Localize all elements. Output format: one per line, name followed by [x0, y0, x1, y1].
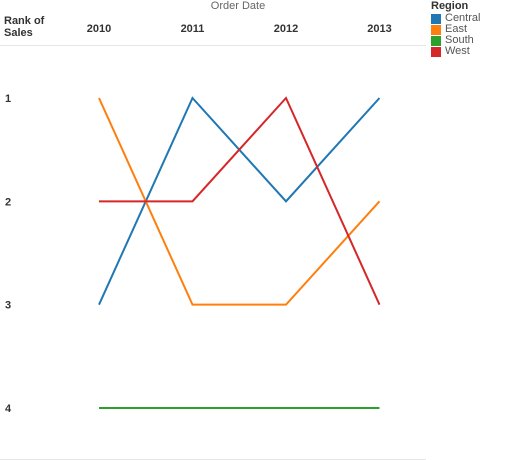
legend-swatch: [431, 46, 441, 57]
y-tick-label: 4: [5, 403, 12, 415]
legend-swatch: [431, 13, 441, 24]
column-header: Order Date: [211, 0, 265, 12]
legend-label: East: [445, 23, 468, 35]
x-tick-label: 2011: [181, 23, 205, 35]
legend: Region Central East South West: [431, 1, 516, 57]
x-tick-label: 2010: [87, 23, 111, 35]
x-tick-label: 2013: [367, 23, 391, 35]
legend-item-west[interactable]: West: [431, 46, 516, 57]
y-tick-label: 2: [5, 196, 11, 208]
series-line-west: [99, 96, 381, 306]
legend-label: South: [445, 34, 474, 46]
legend-label: West: [445, 45, 470, 57]
y-axis-title: Rank of Sales: [4, 15, 47, 39]
y-tick-label: 3: [5, 300, 11, 312]
legend-title: Region: [431, 0, 469, 12]
legend-item-central[interactable]: Central: [431, 13, 516, 24]
legend-item-east[interactable]: East: [431, 24, 516, 35]
legend-item-south[interactable]: South: [431, 35, 516, 46]
x-tick-label: 2012: [274, 23, 298, 35]
legend-swatch: [431, 35, 441, 46]
legend-swatch: [431, 24, 441, 35]
y-tick-label: 1: [5, 93, 11, 105]
legend-label: Central: [445, 12, 481, 24]
